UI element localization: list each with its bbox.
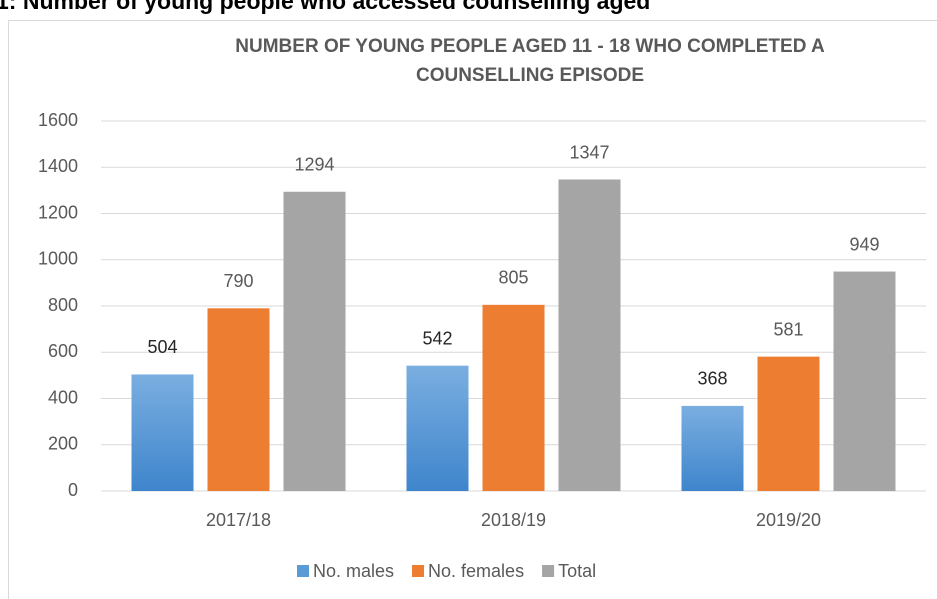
data-label: 1294 — [294, 155, 334, 175]
legend-swatch — [412, 565, 425, 577]
chart-title: NUMBER OF YOUNG PEOPLE AGED 11 - 18 WHO … — [235, 36, 825, 86]
data-label: 1347 — [569, 142, 609, 162]
data-label: 542 — [422, 328, 452, 348]
bar — [757, 356, 820, 491]
bar — [558, 179, 621, 491]
x-tick-label: 2017/18 — [206, 510, 271, 530]
bar — [833, 271, 896, 491]
legend-swatch — [542, 565, 555, 577]
data-label: 790 — [223, 271, 253, 291]
chart-border — [8, 20, 937, 599]
y-tick-label: 600 — [48, 341, 78, 361]
y-tick-label: 800 — [48, 295, 78, 315]
bar — [131, 374, 194, 491]
legend-swatch — [297, 565, 309, 577]
y-tick-label: 1400 — [38, 156, 78, 176]
bar — [207, 308, 270, 491]
data-label: 805 — [498, 268, 528, 288]
y-tick-label: 0 — [68, 480, 78, 500]
y-tick-label: 1600 — [38, 110, 78, 130]
data-label: 949 — [849, 234, 879, 254]
page-heading: 1: Number of young people who accessed c… — [0, 0, 651, 14]
legend-label: No. males — [313, 561, 394, 581]
legend-label: No. females — [428, 561, 524, 581]
bar — [406, 365, 469, 491]
y-tick-label: 1200 — [38, 202, 78, 222]
y-tick-label: 400 — [48, 387, 78, 407]
y-tick-label: 1000 — [38, 249, 78, 269]
x-tick-label: 2019/20 — [756, 510, 821, 530]
y-tick-label: 200 — [48, 434, 78, 454]
bar — [681, 405, 744, 491]
data-label: 504 — [147, 337, 177, 357]
bar — [482, 304, 545, 491]
data-label: 368 — [697, 369, 727, 389]
x-tick-label: 2018/19 — [481, 510, 546, 530]
bar — [283, 191, 346, 491]
data-label: 581 — [773, 319, 803, 339]
legend-label: Total — [558, 561, 596, 581]
